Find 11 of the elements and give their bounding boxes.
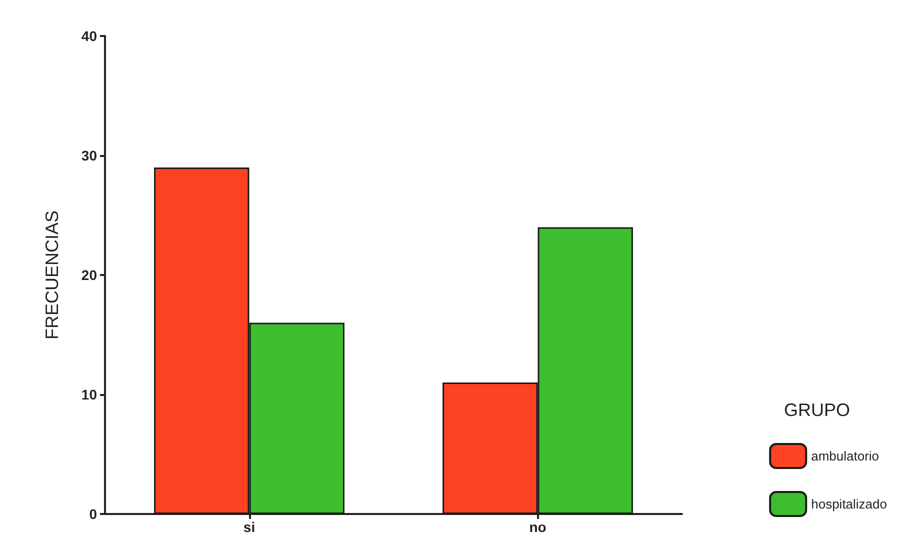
y-tick-label: 30 bbox=[81, 148, 98, 164]
y-tick-label: 0 bbox=[89, 506, 98, 522]
legend-label: hospitalizado bbox=[811, 496, 888, 512]
y-tick-label: 40 bbox=[81, 28, 98, 44]
x-tick-label: no bbox=[529, 519, 546, 535]
legend-label: ambulatorio bbox=[811, 448, 880, 464]
y-tick-label: 20 bbox=[81, 267, 98, 283]
legend-title: GRUPO bbox=[784, 400, 850, 420]
y-axis-title: FRECUENCIAS bbox=[42, 210, 62, 340]
y-tick-label: 10 bbox=[81, 386, 98, 402]
x-tick-label: si bbox=[243, 519, 256, 535]
